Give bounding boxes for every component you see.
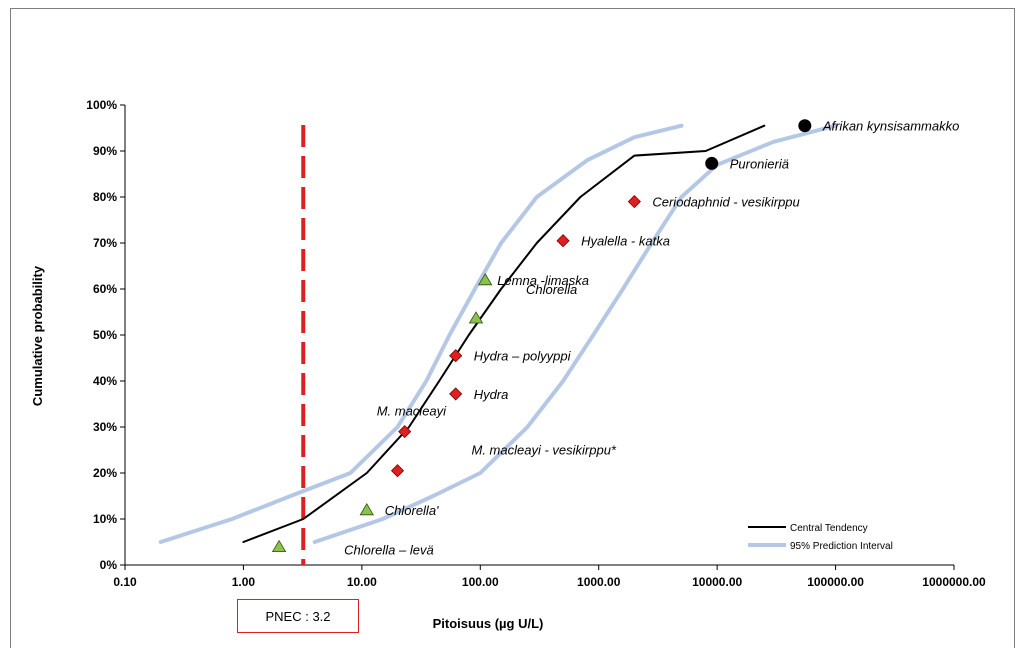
legend-label-prediction-interval: 95% Prediction Interval xyxy=(790,541,893,552)
circle-point-marker xyxy=(798,119,812,133)
prediction-interval-line xyxy=(312,123,838,544)
triangle-point-marker xyxy=(477,273,493,286)
x-tick-label: 1000.00 xyxy=(577,575,621,589)
point-label: Puronieriä xyxy=(730,156,789,171)
y-tick-group: 0% 10% 20% 30% 40% 50% 60% 70% 80% 90% 100% xyxy=(86,98,125,572)
diamond-point-marker xyxy=(449,349,463,363)
pnec-box: PNEC : 3.2 xyxy=(237,599,359,633)
point-label: M. macleayi xyxy=(377,404,447,419)
prediction-interval-line xyxy=(158,123,684,544)
y-tick-label: 40% xyxy=(93,374,117,388)
y-tick-label: 0% xyxy=(100,558,118,572)
point-label: Hydra – polyyppi xyxy=(474,349,572,364)
x-tick-label: 100.00 xyxy=(462,575,499,589)
circle-point-marker xyxy=(705,156,719,170)
x-tick-label: 1.00 xyxy=(232,575,256,589)
y-tick-label: 100% xyxy=(86,98,117,112)
y-tick-label: 90% xyxy=(93,144,117,158)
x-tick-label: 1000000.00 xyxy=(922,575,986,589)
legend-label-central-tendency: Central Tendency xyxy=(790,523,868,534)
x-tick-group: 0.10 1.00 10.00 100.00 1000.00 10000.00 100000… xyxy=(113,565,986,589)
point-label: Afrikan kynsisammakko xyxy=(822,119,960,134)
y-tick-label: 60% xyxy=(93,282,117,296)
x-axis-title: Pitoisuus (µg U/L) xyxy=(433,616,544,631)
axes xyxy=(124,105,954,566)
y-tick-label: 10% xyxy=(93,512,117,526)
curve-group xyxy=(158,123,838,544)
x-tick-label: 10000.00 xyxy=(692,575,742,589)
point-label: Lemna -limaska xyxy=(497,273,589,288)
legend: Central Tendency 95% Prediction Interval xyxy=(748,523,893,552)
diamond-point-marker xyxy=(627,195,641,209)
y-tick-label: 50% xyxy=(93,328,117,342)
x-tick-label: 100000.00 xyxy=(807,575,864,589)
point-label-group: Chlorella – levä Chlorella' M. macleayi - … xyxy=(344,119,959,558)
triangle-point-marker xyxy=(271,539,287,552)
y-axis-title: Cumulative probability xyxy=(30,265,45,406)
diamond-point-marker xyxy=(390,464,405,478)
diamond-point-marker xyxy=(556,234,570,248)
y-tick-label: 80% xyxy=(93,190,117,204)
point-group xyxy=(271,119,812,552)
x-tick-label: 0.10 xyxy=(113,575,137,589)
x-tick-label: 10.00 xyxy=(347,575,377,589)
y-tick-label: 30% xyxy=(93,420,117,434)
y-tick-label: 70% xyxy=(93,236,117,250)
point-label: Hyalella - katka xyxy=(581,234,670,249)
central-tendency-line xyxy=(242,124,766,543)
chart-frame xyxy=(10,8,1015,648)
pnec-label: PNEC : 3.2 xyxy=(265,609,331,624)
triangle-point-marker xyxy=(359,503,374,516)
point-label: M. macleayi - vesikirppu* xyxy=(472,443,617,458)
y-tick-label: 20% xyxy=(93,466,117,480)
diamond-point-marker xyxy=(398,425,412,439)
triangle-point-marker xyxy=(468,311,484,324)
point-label: Chlorella xyxy=(526,282,577,297)
point-label: Chlorella' xyxy=(385,503,439,518)
diamond-point-marker xyxy=(449,387,463,401)
point-label: Hydra xyxy=(474,387,509,402)
point-label: Chlorella – levä xyxy=(344,543,434,558)
point-label: Ceriodaphnid - vesikirppu xyxy=(652,195,799,210)
